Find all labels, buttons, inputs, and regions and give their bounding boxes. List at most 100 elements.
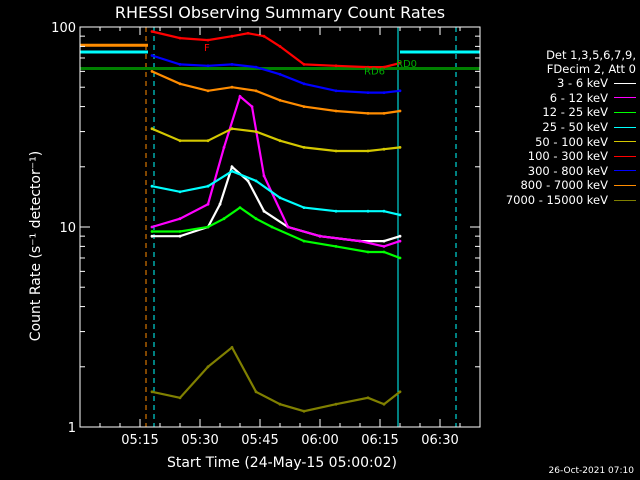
data-point	[246, 179, 250, 183]
data-point	[382, 239, 386, 243]
data-point	[334, 209, 338, 213]
data-point	[302, 409, 306, 413]
legend-entry: 6 - 12 keV	[484, 91, 636, 106]
data-point	[178, 82, 182, 86]
data-point	[366, 250, 370, 254]
data-point	[366, 396, 370, 400]
data-point	[382, 250, 386, 254]
data-point	[286, 225, 290, 229]
data-point	[150, 184, 154, 188]
data-point	[254, 390, 258, 394]
x-tick-label: 05:30	[181, 433, 218, 448]
data-point	[366, 91, 370, 94]
data-point	[230, 85, 234, 89]
data-point	[178, 217, 182, 221]
data-point	[218, 202, 222, 206]
data-point	[398, 213, 402, 217]
x-axis: 05:15 05:30 05:45 06:00 06:15 06:30	[99, 27, 481, 448]
data-point	[230, 165, 234, 169]
x-axis-label: Start Time (24-May-15 05:00:02)	[167, 455, 397, 471]
legend-entry: 3 - 6 keV	[484, 76, 636, 91]
data-point	[262, 209, 266, 213]
data-point	[254, 89, 258, 93]
x-tick-label: 05:15	[121, 433, 158, 448]
data-point	[382, 112, 386, 115]
data-point	[334, 64, 338, 68]
data-point	[366, 209, 370, 213]
data-point	[382, 147, 386, 151]
annotation-label: RD6	[364, 66, 385, 77]
series-layer	[150, 30, 402, 413]
data-point	[398, 109, 402, 113]
series-line-4	[151, 127, 401, 153]
data-point	[150, 70, 154, 73]
data-point	[150, 30, 154, 33]
chart-title: RHESSI Observing Summary Count Rates	[115, 3, 445, 22]
data-point	[150, 225, 154, 229]
legend-entry-label: 6 - 12 keV	[549, 90, 608, 105]
data-point	[334, 245, 338, 248]
data-point	[238, 95, 242, 98]
legend-entry-label: 12 - 25 keV	[542, 105, 608, 120]
data-point	[230, 63, 234, 66]
data-point	[334, 149, 338, 153]
legend-entry-label: 300 - 800 keV	[527, 163, 608, 178]
data-point	[178, 63, 182, 66]
data-point	[334, 402, 338, 406]
data-point	[230, 346, 234, 349]
data-point	[382, 65, 386, 69]
data-point	[222, 217, 226, 221]
annotation-label: F	[204, 43, 210, 54]
data-point	[302, 105, 306, 108]
legend-swatch	[614, 82, 636, 84]
legend-entry-label: 100 - 300 keV	[527, 149, 608, 164]
data-point	[206, 139, 210, 143]
data-point	[270, 225, 274, 229]
legend-header-line-1: Det 1,3,5,6,7,9,	[546, 48, 636, 62]
data-point	[254, 179, 258, 183]
data-point	[278, 139, 282, 143]
series-line-8	[151, 345, 401, 413]
legend-entry: 50 - 100 keV	[484, 134, 636, 149]
legend-entry-label: 25 - 50 keV	[542, 120, 608, 135]
data-point	[278, 98, 282, 102]
data-point	[366, 112, 370, 115]
y-tick-label: 100	[51, 21, 76, 36]
data-point	[238, 206, 242, 210]
legend-entry-label: 3 - 6 keV	[557, 76, 608, 91]
data-point	[318, 234, 322, 238]
data-point	[366, 149, 370, 153]
legend-swatch	[614, 111, 636, 113]
data-point	[382, 91, 386, 94]
data-point	[230, 169, 234, 173]
legend-swatch	[614, 199, 636, 201]
data-point	[178, 139, 182, 143]
annotation-layer: F RD0 RD6	[204, 43, 417, 77]
legend-swatch	[614, 97, 636, 99]
x-tick-label: 06:15	[361, 433, 398, 448]
legend-swatch	[614, 155, 636, 157]
legend-swatch	[614, 126, 636, 128]
data-point	[398, 234, 402, 238]
data-point	[334, 89, 338, 93]
data-point	[230, 34, 234, 38]
data-point	[398, 390, 402, 394]
generation-timestamp: 26-Oct-2021 07:10	[548, 466, 634, 476]
series-line-1	[151, 94, 401, 248]
legend-entry: 7000 - 15000 keV	[484, 193, 636, 208]
data-point	[358, 239, 362, 243]
data-point	[206, 89, 210, 93]
data-point	[150, 127, 154, 131]
data-point	[382, 402, 386, 406]
data-point	[262, 174, 266, 178]
data-point	[398, 239, 402, 243]
data-point	[254, 130, 258, 134]
data-point	[302, 82, 306, 86]
legend-entry: 25 - 50 keV	[484, 120, 636, 135]
y-axis: 1 10 100	[51, 21, 480, 436]
legend-entry: 100 - 300 keV	[484, 149, 636, 164]
data-point	[302, 63, 306, 66]
x-tick-label: 06:30	[421, 433, 458, 448]
data-point	[150, 234, 154, 238]
